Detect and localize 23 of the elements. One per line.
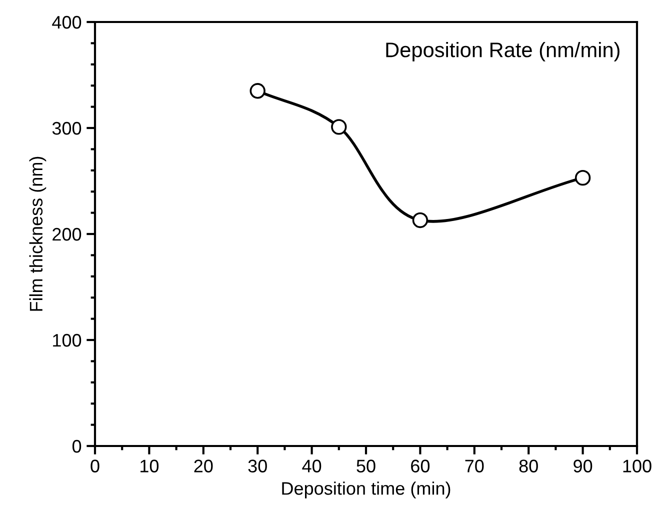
- y-tick-label: 200: [52, 228, 82, 241]
- y-axis-title: Film thickness (nm): [29, 156, 46, 311]
- x-tick-label: 50: [356, 460, 376, 472]
- point: [574, 170, 591, 186]
- x-tick-label: 70: [465, 460, 484, 472]
- x-tick-label: 10: [140, 460, 159, 472]
- x-tick-label: 0: [90, 460, 100, 472]
- annotation: Deposition Rate (nm/min): [386, 42, 620, 62]
- point: [412, 212, 428, 228]
- point: [250, 83, 266, 99]
- x-tick-label: 40: [302, 460, 322, 472]
- x-tick-label: 30: [248, 460, 267, 472]
- y-tick-label: 0: [72, 440, 82, 453]
- x-axis-title: Deposition time (min): [282, 482, 450, 498]
- x-tick-label: 90: [574, 460, 592, 472]
- x-tick-label: 100: [623, 460, 652, 472]
- point: [331, 119, 347, 135]
- y-tick-label: 100: [53, 334, 82, 347]
- x-tick-label: 60: [411, 460, 430, 472]
- y-tick-label: 300: [52, 122, 82, 135]
- x-tick-label: 20: [194, 460, 213, 472]
- y-tick-label: 400: [52, 16, 82, 29]
- x-tick-label: 80: [519, 460, 538, 472]
